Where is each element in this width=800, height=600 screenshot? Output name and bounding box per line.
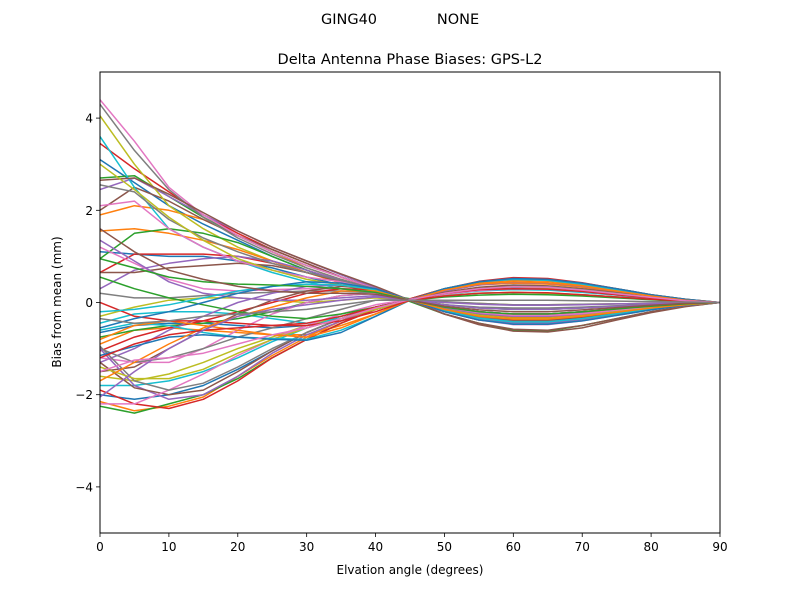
y-axis-label: Bias from mean (mm) (50, 236, 64, 367)
x-tick-label: 70 (575, 540, 590, 554)
data-lines (100, 99, 720, 414)
x-tick-label: 80 (643, 540, 658, 554)
series-line-s58 (100, 299, 720, 324)
x-tick-label: 30 (299, 540, 314, 554)
suptitle-left: GING40 (321, 12, 377, 28)
x-tick-label: 20 (230, 540, 245, 554)
chart-title: Delta Antenna Phase Biases: GPS-L2 (278, 52, 543, 68)
y-tick-label: −4 (75, 480, 93, 494)
x-tick-label: 60 (506, 540, 521, 554)
x-tick-label: 50 (437, 540, 452, 554)
x-tick-label: 10 (161, 540, 176, 554)
y-tick-label: 4 (85, 112, 93, 126)
y-tick-label: 2 (85, 204, 93, 218)
x-tick-label: 90 (712, 540, 727, 554)
y-tick-label: 0 (85, 296, 93, 310)
x-axis-label: Elvation angle (degrees) (337, 563, 484, 577)
x-tick-label: 0 (96, 540, 104, 554)
suptitle-right: NONE (437, 12, 479, 28)
y-axis-ticks: −4 −2 0 2 4 (75, 112, 100, 494)
x-tick-label: 40 (368, 540, 383, 554)
x-axis-ticks: 0 10 20 30 40 50 60 70 80 90 (96, 533, 728, 554)
y-tick-label: −2 (75, 388, 93, 402)
